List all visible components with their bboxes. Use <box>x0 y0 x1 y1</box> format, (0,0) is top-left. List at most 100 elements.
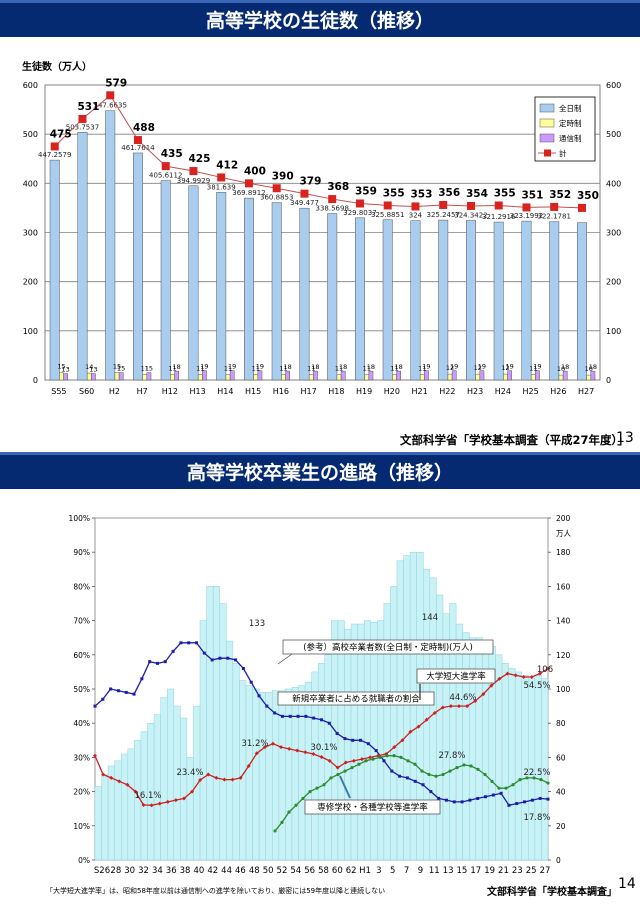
vocational-marker <box>322 783 326 787</box>
employment-callout-text: 新規卒業者に占める就職者の割合 <box>292 693 420 704</box>
graduates-bar <box>501 663 509 861</box>
y-tick-left: 70% <box>73 617 90 626</box>
employment-marker <box>304 714 308 718</box>
graduates-bar <box>114 760 122 861</box>
x-tick-label: 13 <box>443 866 454 876</box>
legend-swatch <box>539 133 555 143</box>
bar-tei <box>419 374 425 381</box>
employment-marker <box>116 689 120 693</box>
slide1-page-number: 13 <box>616 430 634 446</box>
university-marker <box>254 751 259 756</box>
graduates-bar <box>258 692 266 861</box>
graduates-bar <box>127 748 135 861</box>
bar-tei <box>530 374 536 381</box>
bar-tei <box>281 374 286 381</box>
teiji-value-label: 15 <box>113 363 121 371</box>
graduates-bar <box>212 586 220 861</box>
y-tick-left: 60% <box>73 651 90 660</box>
university-marker <box>149 803 154 808</box>
graduates-bar <box>239 680 247 861</box>
bar-tsu <box>451 370 457 381</box>
graduates-bar <box>396 560 404 861</box>
vocational-marker <box>378 755 382 760</box>
x-tick-label: H12 <box>162 387 178 396</box>
vocational-marker <box>490 779 494 783</box>
annotation-label: 31.2% <box>241 739 268 749</box>
university-marker <box>157 801 162 806</box>
university-callout-text: 大学短大進学率 <box>426 671 486 682</box>
graduates-bar <box>423 569 431 861</box>
teiji-value-label: 11 <box>279 365 287 373</box>
vocational-marker <box>294 803 298 807</box>
total-value-label: 359 <box>355 185 377 197</box>
employment-marker <box>155 661 159 665</box>
annotation-label: 44.6% <box>449 693 476 703</box>
university-marker <box>457 704 462 709</box>
bar-tsu <box>507 370 513 381</box>
slide2-footnote: 「大学短大進学率」は、昭和58年度以前は通信制への進学を除いており、厳密には59… <box>46 887 386 895</box>
university-marker <box>384 751 389 756</box>
bar-tsu <box>396 370 402 381</box>
employment-callout-box <box>277 691 435 706</box>
total-marker <box>411 202 420 211</box>
vocational-marker <box>525 776 529 780</box>
graduates-bar <box>285 688 293 861</box>
total-value-label: 390 <box>272 170 294 182</box>
annotation-label: 27.8% <box>438 751 465 761</box>
vocational-marker <box>455 766 459 770</box>
bar-tsu <box>340 370 346 381</box>
bar-tei <box>558 374 564 381</box>
vocational-marker <box>336 772 340 777</box>
graduates-bar <box>173 705 181 861</box>
x-tick-label: 56 <box>304 866 315 876</box>
tsushin-value-label: 19 <box>533 363 541 371</box>
y-tick-right: 300 <box>606 229 621 238</box>
university-marker <box>546 666 550 671</box>
tsushin-value-label: 18 <box>284 363 292 371</box>
graduates-bar <box>383 603 391 861</box>
x-tick-label: 32 <box>138 866 149 876</box>
y-tick-right: 0 <box>606 376 611 385</box>
university-marker <box>521 675 526 680</box>
university-marker <box>343 760 348 765</box>
vocational-marker <box>427 772 431 777</box>
tsushin-value-label: 18 <box>311 363 319 371</box>
employment-marker <box>546 797 550 801</box>
teiji-value-label: 15 <box>57 363 65 371</box>
total-marker <box>50 142 59 151</box>
bar-tsu <box>424 370 429 381</box>
bar-zen <box>160 180 171 381</box>
employment-marker <box>312 716 316 720</box>
total-marker <box>522 203 531 212</box>
graduates-bar <box>94 786 102 861</box>
total-value-label: 400 <box>244 165 266 177</box>
x-tick-label: 34 <box>152 866 163 876</box>
y-tick-left: 50% <box>73 685 90 694</box>
bar-tei <box>586 374 592 381</box>
employment-line <box>94 642 549 807</box>
employment-marker <box>265 704 269 708</box>
university-marker <box>165 799 170 804</box>
employment-marker <box>429 790 433 794</box>
bar-tei <box>503 373 508 381</box>
graduates-bar <box>245 685 253 861</box>
vocational-marker <box>511 783 515 787</box>
x-tick-label: H27 <box>578 387 594 396</box>
graduates-bar <box>324 654 332 861</box>
graduates-bar <box>134 740 142 861</box>
bar-tei <box>475 373 481 381</box>
graduates-bar <box>219 603 227 861</box>
callout-pointer <box>339 775 351 799</box>
university-marker <box>141 802 146 807</box>
employment-marker <box>421 783 425 787</box>
x-tick-label: 38 <box>180 866 191 876</box>
legend-label: 全日制 <box>559 103 582 113</box>
graduates-bar <box>403 555 411 861</box>
graduates-bar <box>272 690 280 861</box>
vocational-marker <box>287 810 291 814</box>
total-marker <box>383 201 392 210</box>
teiji-value-label: 11 <box>307 365 315 373</box>
vocational-marker <box>497 786 501 790</box>
university-marker <box>287 746 292 751</box>
graduates-bar <box>311 671 319 861</box>
